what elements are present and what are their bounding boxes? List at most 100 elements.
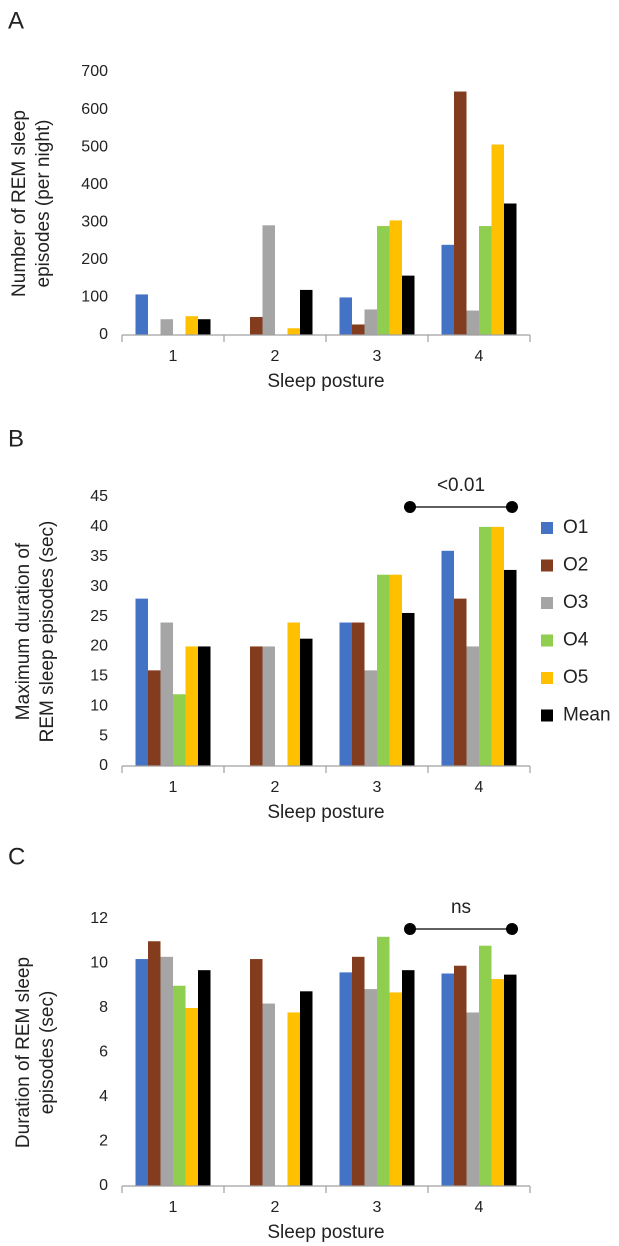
bar <box>352 956 365 1186</box>
y-tick-label: 30 <box>90 578 108 595</box>
x-tick-label: 2 <box>271 1199 280 1216</box>
y-tick-label: 5 <box>99 727 108 744</box>
bar <box>262 1003 275 1186</box>
bar <box>287 1012 300 1186</box>
bar <box>491 526 504 766</box>
y-axis-label: Maximum duration of <box>13 542 34 720</box>
bar <box>173 694 186 766</box>
legend-label: O4 <box>563 630 589 651</box>
bar <box>339 972 352 1186</box>
bracket-end <box>404 501 416 513</box>
bar <box>441 973 454 1186</box>
x-tick-label: 1 <box>169 348 178 365</box>
legend-label: O2 <box>563 555 588 576</box>
bar <box>198 319 211 335</box>
legend-swatch <box>541 709 553 722</box>
y-tick-label: 700 <box>81 63 108 80</box>
x-tick-label: 2 <box>271 348 280 365</box>
y-tick-label: 100 <box>81 289 108 306</box>
y-tick-label: 600 <box>81 101 108 118</box>
bar <box>287 328 300 335</box>
bar <box>389 574 402 766</box>
bar <box>441 244 454 335</box>
bar <box>377 226 390 335</box>
annotation: ns <box>451 897 471 918</box>
bar <box>250 316 263 335</box>
legend-swatch <box>541 522 553 534</box>
bar <box>300 638 313 766</box>
bar <box>364 989 377 1186</box>
annotation: <0.01 <box>437 475 485 496</box>
bar <box>441 550 454 766</box>
y-tick-label: 2 <box>99 1133 108 1150</box>
bar <box>504 974 517 1186</box>
panel-label: B <box>8 425 24 452</box>
legend-label: O5 <box>563 667 588 688</box>
bar <box>352 622 365 766</box>
x-axis-label: Sleep posture <box>267 802 384 823</box>
y-tick-label: 500 <box>81 138 108 155</box>
bar <box>402 275 415 335</box>
y-axis-label: Duration of REM sleep <box>13 957 34 1148</box>
x-tick-label: 1 <box>169 779 178 796</box>
bar <box>364 309 377 335</box>
y-axis-label: Number of REM sleep <box>9 110 30 297</box>
y-tick-label: 300 <box>81 214 108 231</box>
bar <box>148 941 161 1186</box>
panel-label: A <box>8 7 24 34</box>
y-tick-label: 25 <box>90 608 108 625</box>
panel-label: C <box>8 843 25 870</box>
bar <box>377 936 390 1186</box>
legend-swatch <box>541 559 553 572</box>
x-axis-label: Sleep posture <box>267 1222 384 1243</box>
y-tick-label: 15 <box>90 668 108 685</box>
bar <box>389 220 402 335</box>
legend-label: O3 <box>563 592 588 613</box>
bar <box>262 646 275 766</box>
bar <box>339 622 352 766</box>
y-tick-label: 40 <box>90 518 108 535</box>
bar <box>135 294 148 335</box>
bar <box>300 289 313 335</box>
legend-label: O1 <box>563 517 588 538</box>
bar <box>454 598 467 766</box>
bar <box>402 612 415 766</box>
bar <box>466 646 479 766</box>
bar <box>466 310 479 335</box>
x-tick-label: 2 <box>271 779 280 796</box>
y-axis-label: episodes (per night) <box>33 120 54 288</box>
x-tick-label: 4 <box>475 1199 484 1216</box>
legend-swatch <box>541 634 553 647</box>
y-tick-label: 45 <box>90 488 108 505</box>
y-tick-label: 0 <box>99 1177 108 1194</box>
bar <box>173 985 186 1186</box>
bar <box>250 959 263 1186</box>
bar <box>160 956 173 1186</box>
bar <box>454 91 467 335</box>
bar <box>389 992 402 1186</box>
x-axis-label: Sleep posture <box>267 371 384 392</box>
bracket-end <box>506 923 518 935</box>
y-tick-label: 12 <box>90 910 108 927</box>
bar <box>466 1012 479 1186</box>
x-tick-label: 3 <box>373 348 382 365</box>
bar <box>198 970 211 1186</box>
bar <box>198 646 211 766</box>
bar <box>160 622 173 766</box>
bar <box>185 1008 198 1186</box>
bar <box>402 970 415 1186</box>
y-tick-label: 35 <box>90 548 108 565</box>
bar <box>491 979 504 1186</box>
legend-swatch <box>541 672 553 684</box>
y-tick-label: 8 <box>99 999 108 1016</box>
y-tick-label: 4 <box>99 1088 108 1105</box>
x-tick-label: 1 <box>169 1199 178 1216</box>
bar <box>135 598 148 766</box>
bar <box>160 319 173 335</box>
x-tick-label: 3 <box>373 1199 382 1216</box>
bar <box>185 646 198 766</box>
y-axis-label: episodes (sec) <box>37 991 58 1115</box>
y-tick-label: 0 <box>99 326 108 343</box>
bar <box>479 945 492 1186</box>
